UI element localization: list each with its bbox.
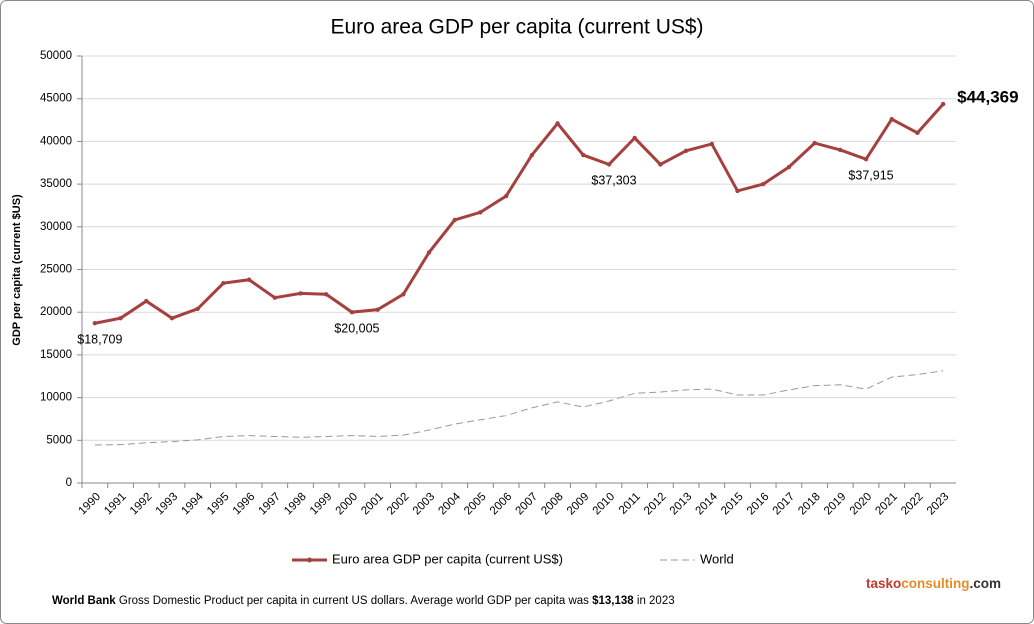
data-point [272,295,277,300]
y-tick-label: 15000 [40,349,72,361]
data-point [426,250,432,255]
footer-text: Gross Domestic Product per capita in cur… [119,595,589,607]
data-point [503,193,509,199]
data-point [452,217,457,223]
data-point [478,210,483,215]
y-tick-label: 25000 [40,264,72,276]
brand-part: tasko [866,576,901,591]
y-axis-label: GDP per capita (current $US) [11,194,23,346]
data-point [709,141,714,147]
data-point [683,148,689,153]
data-point [555,121,560,126]
legend-label: Euro area GDP per capita (current US$) [332,551,563,566]
y-tick-label: 5000 [46,434,72,446]
y-tick-label: 20000 [40,306,72,318]
data-label: $18,709 [77,333,122,347]
data-point [118,315,123,321]
y-tick-label: 0 [66,477,72,489]
chart-title: Euro area GDP per capita (current US$) [330,16,703,39]
brand: taskoconsulting.com [866,576,1001,591]
data-point [221,280,226,286]
brand-part: .com [969,576,1001,591]
data-point [786,164,792,170]
y-tick-label: 30000 [40,221,72,233]
series-line [94,103,945,325]
legend-marker [307,557,312,563]
data-point [581,152,586,158]
data-point [863,157,869,162]
data-point [915,130,920,136]
data-point [658,162,663,167]
y-tick-label: 45000 [40,93,72,105]
data-point [529,152,535,158]
data-point [375,307,380,312]
data-point [92,321,98,326]
brand-part: consulting [901,576,969,591]
data-point [349,309,355,315]
data-label: $37,303 [591,174,636,188]
data-point [632,135,637,141]
data-point [324,292,329,297]
data-point [169,315,175,321]
footer: World Bank Gross Domestic Product per ca… [52,595,675,607]
data-point [401,292,406,297]
data-label: $37,915 [848,169,893,183]
legend-label: World [700,551,734,566]
footer-highlight: $13,138 [592,595,634,607]
y-tick-label: 40000 [40,135,72,147]
data-point [761,181,766,187]
data-point [889,116,894,122]
data-point [144,298,149,304]
data-point [838,147,843,153]
data-label: $20,005 [334,321,379,335]
data-point [606,162,612,167]
footer-source: World Bank [52,595,116,607]
data-point [940,101,946,107]
footer-tail: in 2023 [637,595,675,607]
data-point [195,306,200,311]
data-point [298,291,303,296]
data-point [735,188,740,194]
data-label: $44,369 [957,88,1018,107]
data-point [246,277,252,282]
y-tick-label: 35000 [40,178,72,190]
y-tick-label: 50000 [40,50,72,62]
data-point [812,140,817,146]
y-tick-label: 10000 [40,392,72,404]
